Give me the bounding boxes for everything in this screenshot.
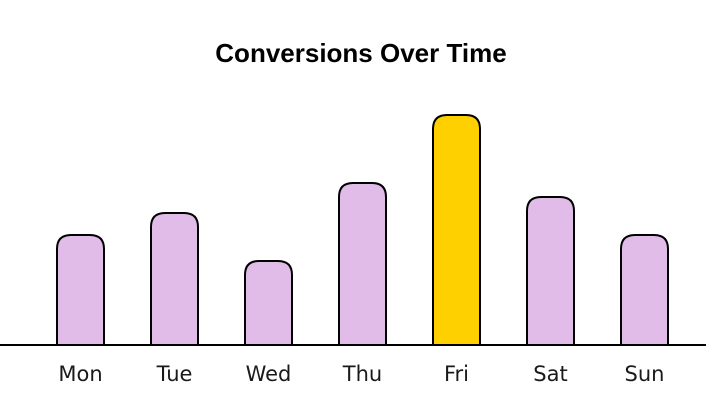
tick-label-tue: Tue	[156, 362, 193, 386]
bars-group	[57, 115, 668, 345]
tick-label-wed: Wed	[246, 362, 292, 386]
bar-wed	[245, 261, 292, 345]
tick-label-sat: Sat	[533, 362, 567, 386]
tick-labels-group: Mon Tue Wed Thu Fri Sat Sun	[58, 362, 664, 386]
bar-sat	[527, 197, 574, 345]
tick-label-fri: Fri	[444, 362, 469, 386]
bar-sun	[621, 235, 668, 345]
bar-fri	[433, 115, 480, 345]
tick-label-mon: Mon	[58, 362, 102, 386]
tick-label-thu: Thu	[342, 362, 382, 386]
bar-thu	[339, 183, 386, 345]
bar-tue	[151, 213, 198, 345]
tick-label-sun: Sun	[625, 362, 665, 386]
bar-mon	[57, 235, 104, 345]
